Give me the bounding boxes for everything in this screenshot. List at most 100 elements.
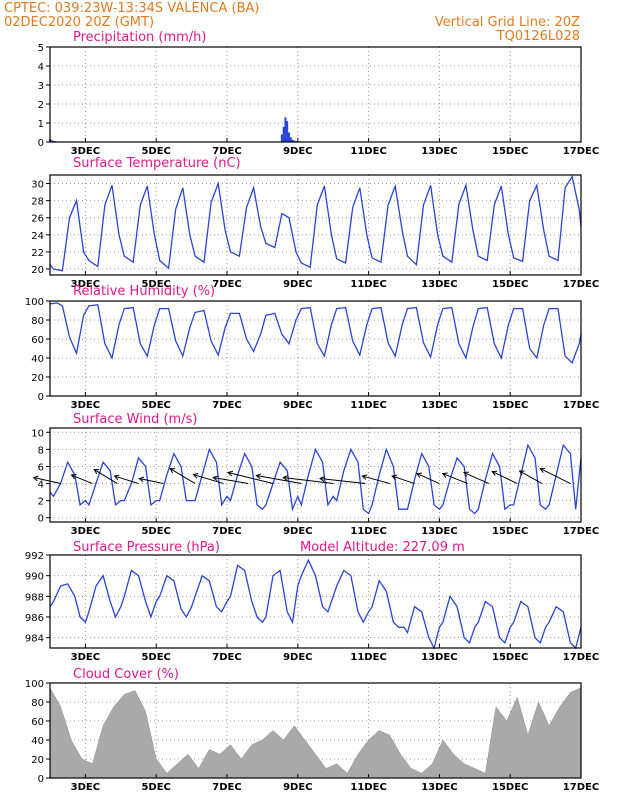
rh-xtick-label: 17DEC: [563, 400, 599, 411]
temp-xtick-label: 5DEC: [141, 279, 170, 290]
wind-vector-head: [169, 468, 176, 474]
precip-title: Precipitation (mm/h): [73, 30, 206, 45]
temp-title: Surface Temperature (nC): [73, 156, 241, 171]
wind-vector: [213, 477, 249, 485]
wind-vector: [193, 474, 224, 485]
wind-vector-head: [212, 475, 219, 482]
cloud-xtick-label: 5DEC: [141, 782, 170, 793]
wind-vector: [519, 470, 543, 484]
pres-ytick-label: 990: [25, 572, 44, 583]
wind-vector-head: [319, 476, 325, 482]
precip-ytick-label: 0: [38, 138, 44, 149]
temp-ytick-label: 30: [31, 180, 44, 191]
rh-xtick-label: 3DEC: [71, 400, 100, 411]
model-altitude: Model Altitude: 227.09 m: [300, 540, 465, 555]
rh-xtick-label: 13DEC: [421, 400, 457, 411]
wind-vector: [139, 478, 164, 485]
wind-vector-head: [361, 474, 368, 480]
pres-panel: 984 986 988 990 992 3DEC 5DEC 7DEC 9DEC 11DEC 13DE…: [25, 540, 599, 663]
wind-vector-head: [227, 470, 233, 477]
wind-frame: [49, 427, 582, 523]
wind-vector: [169, 468, 196, 484]
wind-ytick-label: 4: [38, 480, 44, 491]
temp-xtick-label: 15DEC: [492, 279, 528, 290]
wind-title: Surface Wind (m/s): [73, 412, 197, 427]
precip-bar: [289, 137, 292, 142]
cloud-ytick-label: 40: [31, 736, 44, 747]
wind-xtick-label: 7DEC: [212, 526, 241, 537]
wind-vector: [362, 475, 390, 485]
pres-ytick-label: 992: [25, 551, 44, 562]
wind-vector: [391, 475, 415, 485]
wind-vector: [463, 472, 490, 485]
wind-vector-head: [539, 467, 546, 473]
wind-xtick-label: 3DEC: [71, 526, 100, 537]
wind-vector: [442, 473, 468, 485]
wind-vector-head: [415, 472, 422, 478]
pres-frame: [49, 554, 582, 649]
rh-xtick-label: 15DEC: [492, 400, 528, 411]
cloud-xtick-label: 7DEC: [212, 782, 241, 793]
wind-vector: [283, 477, 334, 485]
pres-xtick-label: 9DEC: [283, 652, 312, 663]
cloud-ytick-label: 100: [25, 679, 44, 690]
cloud-frame: [49, 682, 582, 779]
temp-frame: [49, 174, 582, 276]
pres-xtick-label: 17DEC: [563, 652, 599, 663]
wind-vector: [227, 472, 274, 485]
wind-vector-head: [518, 470, 525, 476]
precip-ytick-label: 2: [38, 100, 44, 111]
precip-bar: [282, 126, 285, 142]
rh-ytick-label: 0: [38, 392, 44, 403]
precip-bar: [284, 117, 287, 142]
temp-ytick-label: 22: [31, 248, 44, 259]
wind-xtick-label: 13DEC: [421, 526, 457, 537]
cloud-xtick-label: 13DEC: [421, 782, 457, 793]
wind-vector-head: [491, 470, 498, 476]
wind-ytick-label: 2: [38, 497, 44, 508]
precip-panel: 0 1 2 3 4 5 3DEC 5DEC 7DEC 9DEC 11DEC 13DEC 15DEC 17D…: [38, 30, 600, 157]
rh-ytick-label: 60: [31, 335, 44, 346]
cloud-xtick-label: 3DEC: [71, 782, 100, 793]
wind-vector-head: [255, 473, 262, 480]
temp-ytick-label: 28: [31, 197, 44, 208]
precip-ytick-label: 5: [38, 43, 44, 54]
pres-ytick-label: 988: [25, 592, 44, 603]
wind-vector: [416, 473, 440, 485]
rh-xtick-label: 5DEC: [141, 400, 170, 411]
wind-vector: [114, 475, 139, 485]
wind-vector-head: [441, 472, 448, 478]
precip-bar: [286, 121, 289, 142]
wind-vector: [540, 468, 571, 484]
cloud-xtick-label: 17DEC: [563, 782, 599, 793]
precip-frame: [49, 46, 582, 143]
rh-ytick-label: 20: [31, 373, 44, 384]
rh-panel: 0 20 40 60 80 100 3DEC 5DEC 7DEC 9DEC 11DEC 13DEC 15…: [25, 284, 599, 411]
precip-xtick-label: 7DEC: [212, 146, 241, 157]
precip-ytick-label: 3: [38, 81, 44, 92]
precip-ytick-label: 4: [38, 62, 44, 73]
wind-vector-head: [113, 474, 120, 480]
wind-xtick-label: 15DEC: [492, 526, 528, 537]
wind-vector-head: [391, 474, 398, 481]
pres-ytick-label: 986: [25, 613, 44, 624]
wind-xtick-label: 9DEC: [283, 526, 312, 537]
wind-xtick-label: 11DEC: [350, 526, 386, 537]
cloud-ytick-label: 0: [38, 774, 44, 785]
rh-xtick-label: 7DEC: [212, 400, 241, 411]
pres-xtick-label: 7DEC: [212, 652, 241, 663]
wind-vector-head: [138, 476, 145, 483]
wind-vector: [256, 475, 302, 485]
temp-xtick-label: 13DEC: [421, 279, 457, 290]
cloud-ytick-label: 20: [31, 755, 44, 766]
pres-ytick-label: 984: [25, 634, 44, 645]
wind-vector-head: [70, 473, 77, 480]
run-date: 02DEC2020 20Z (GMT): [4, 15, 154, 30]
pres-line: [49, 558, 582, 650]
rh-ytick-label: 100: [25, 297, 44, 308]
cloud-ytick-label: 60: [31, 717, 44, 728]
station-header: CPTEC: 039:23W-13:34S VALENCA (BA): [4, 1, 259, 16]
pres-title: Surface Pressure (hPa): [73, 540, 220, 555]
precip-bar: [291, 139, 294, 142]
